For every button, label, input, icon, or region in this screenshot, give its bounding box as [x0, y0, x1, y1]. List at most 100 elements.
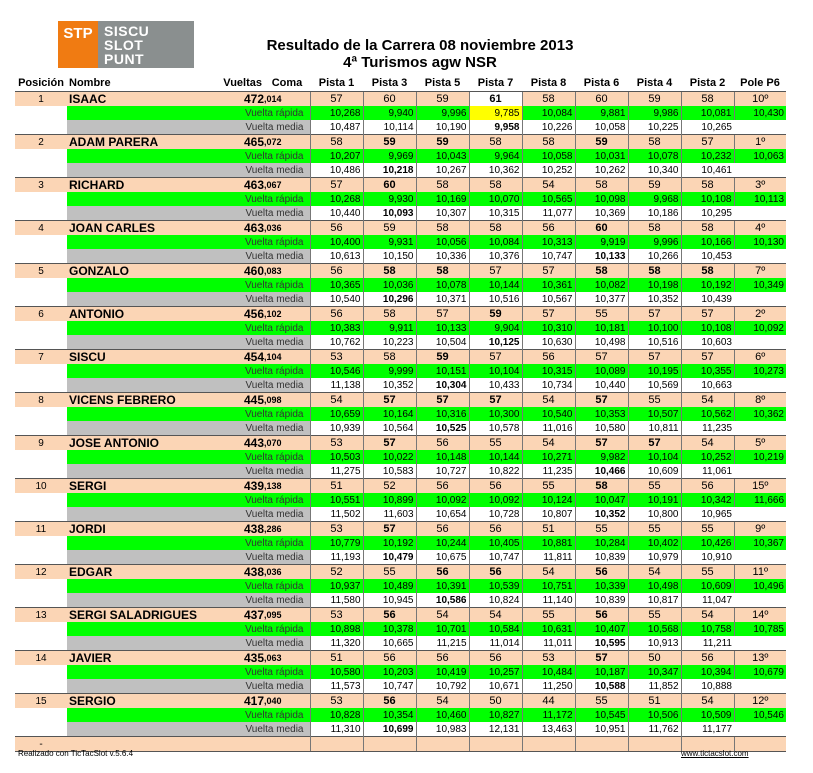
- driver-row: 6 ANTONIO 456,102 56 58 57 59 57 55 57 57 2º: [15, 306, 786, 321]
- fast-lap-cell: 10,489: [362, 579, 416, 593]
- avg-lap-cell: 10,362: [468, 163, 522, 178]
- fast-lap-cell: 10,584: [468, 622, 522, 636]
- lane-laps-cell: 54: [680, 392, 734, 407]
- driver-row: 11 JORDI 438,286 53 57 56 56 51 55 55 55 9º: [15, 521, 786, 536]
- fast-lap-cell: 10,758: [680, 622, 734, 636]
- position-cell: 15: [15, 693, 67, 708]
- laps-cell: 456: [207, 306, 264, 321]
- lane-laps-cell: 55: [680, 521, 734, 536]
- laps-cell: 472: [207, 91, 264, 106]
- blank-cell: [734, 550, 786, 565]
- fast-lap-cell: 10,031: [574, 149, 628, 163]
- pole-cell: 5º: [733, 435, 786, 450]
- avg-lap-cell: 10,516: [627, 335, 681, 350]
- blank-cell: [15, 378, 67, 393]
- fast-lap-cell: 10,899: [362, 493, 416, 507]
- fast-lap-cell: 10,509: [680, 708, 734, 722]
- lane-laps-cell: 56: [309, 306, 363, 321]
- footer-link[interactable]: www.tictacslot.com: [681, 749, 749, 758]
- lane-laps-cell: 59: [415, 134, 469, 149]
- fast-lap-cell: 10,195: [627, 364, 681, 378]
- fast-pole-cell: 10,113: [733, 192, 786, 206]
- blank-cell: [734, 421, 786, 436]
- lane-laps-cell: 58: [627, 134, 681, 149]
- fast-lap-cell: 10,498: [627, 579, 681, 593]
- fast-lap-cell: 10,232: [680, 149, 734, 163]
- laps-cell: 439: [207, 478, 264, 493]
- avg-lap-row: Vuelta media 11,193 10,479 10,675 10,747 11,8…: [15, 550, 786, 565]
- avg-lap-row: Vuelta media 11,320 10,665 11,215 11,014 11,0…: [15, 636, 786, 651]
- avg-lap-label: Vuelta media: [67, 249, 310, 264]
- lane-laps-cell: 54: [680, 693, 734, 708]
- fast-lap-cell: 10,937: [309, 579, 363, 593]
- avg-lap-cell: 10,340: [627, 163, 681, 178]
- avg-lap-cell: 10,817: [627, 593, 681, 608]
- blank-cell: [15, 579, 67, 593]
- fast-pole-cell: 10,546: [733, 708, 786, 722]
- avg-lap-cell: 10,133: [574, 249, 628, 264]
- avg-lap-cell: 10,580: [574, 421, 628, 436]
- avg-lap-cell: 10,252: [521, 163, 575, 178]
- blank-cell: [67, 736, 207, 752]
- pole-cell: 1º: [733, 134, 786, 149]
- avg-lap-cell: 10,807: [521, 507, 575, 522]
- lane-laps-cell: 60: [362, 91, 416, 106]
- avg-lap-cell: 10,352: [627, 292, 681, 307]
- blank-cell: [627, 736, 681, 752]
- driver-row: 15 SERGIO 417,040 53 56 54 50 44 55 51 54 12º: [15, 693, 786, 708]
- lane-laps-cell: 54: [521, 564, 575, 579]
- coma-cell: ,063: [264, 650, 310, 665]
- avg-lap-cell: 10,839: [574, 550, 628, 565]
- avg-lap-label: Vuelta media: [67, 593, 310, 608]
- pole-cell: 10º: [733, 91, 786, 106]
- avg-lap-label: Vuelta media: [67, 120, 310, 135]
- lane-laps-cell: 54: [415, 693, 469, 708]
- lane-laps-cell: 59: [415, 91, 469, 106]
- fast-pole-cell: 10,496: [733, 579, 786, 593]
- avg-lap-label: Vuelta media: [67, 421, 310, 436]
- fast-lap-cell: 9,982: [574, 450, 628, 464]
- lane-laps-cell: 53: [521, 650, 575, 665]
- blank-cell: [15, 722, 67, 737]
- avg-lap-cell: 11,014: [468, 636, 522, 651]
- avg-lap-cell: 10,304: [415, 378, 469, 393]
- blank-cell: [15, 550, 67, 565]
- avg-lap-label: Vuelta media: [67, 378, 310, 393]
- laps-cell: 435: [207, 650, 264, 665]
- avg-lap-cell: 10,747: [521, 249, 575, 264]
- fast-lap-cell: 10,300: [468, 407, 522, 421]
- lane-laps-cell: 56: [362, 693, 416, 708]
- coma-cell: ,102: [264, 306, 310, 321]
- fast-lap-label: Vuelta rápida: [67, 622, 310, 636]
- fast-lap-cell: 9,785: [468, 106, 522, 120]
- fast-lap-row: Vuelta rápida 10,400 9,931 10,056 10,084 10,3…: [15, 235, 786, 249]
- laps-cell: 460: [207, 263, 264, 278]
- fast-lap-cell: 10,353: [574, 407, 628, 421]
- avg-lap-cell: 10,296: [362, 292, 416, 307]
- fast-pole-cell: 10,063: [733, 149, 786, 163]
- lane-laps-cell: 55: [627, 392, 681, 407]
- coma-cell: ,040: [264, 693, 310, 708]
- avg-lap-row: Vuelta media 11,573 10,747 10,792 10,671 11,2…: [15, 679, 786, 694]
- avg-lap-cell: 10,114: [362, 120, 416, 135]
- avg-lap-cell: 10,727: [415, 464, 469, 479]
- avg-lap-cell: 11,215: [415, 636, 469, 651]
- fast-lap-cell: 10,133: [415, 321, 469, 335]
- page-title: Resultado de la Carrera 08 noviembre 201…: [266, 37, 574, 54]
- header-lane: Pista 1: [318, 76, 355, 89]
- fast-lap-cell: 9,919: [574, 235, 628, 249]
- results-table: Posición Nombre Vueltas Coma Pista 1 Pis…: [15, 75, 786, 752]
- fast-lap-cell: 10,315: [521, 364, 575, 378]
- fast-lap-cell: 10,898: [309, 622, 363, 636]
- fast-lap-label: Vuelta rápida: [67, 192, 310, 206]
- lane-laps-cell: 56: [468, 478, 522, 493]
- coma-cell: ,098: [264, 392, 310, 407]
- lane-laps-cell: 56: [362, 607, 416, 622]
- fast-pole-cell: 10,362: [733, 407, 786, 421]
- lane-laps-cell: 59: [627, 91, 681, 106]
- lane-laps-cell: 58: [521, 91, 575, 106]
- lane-laps-cell: 57: [362, 435, 416, 450]
- fast-pole-cell: 10,130: [733, 235, 786, 249]
- coma-cell: ,070: [264, 435, 310, 450]
- avg-lap-cell: 10,440: [574, 378, 628, 393]
